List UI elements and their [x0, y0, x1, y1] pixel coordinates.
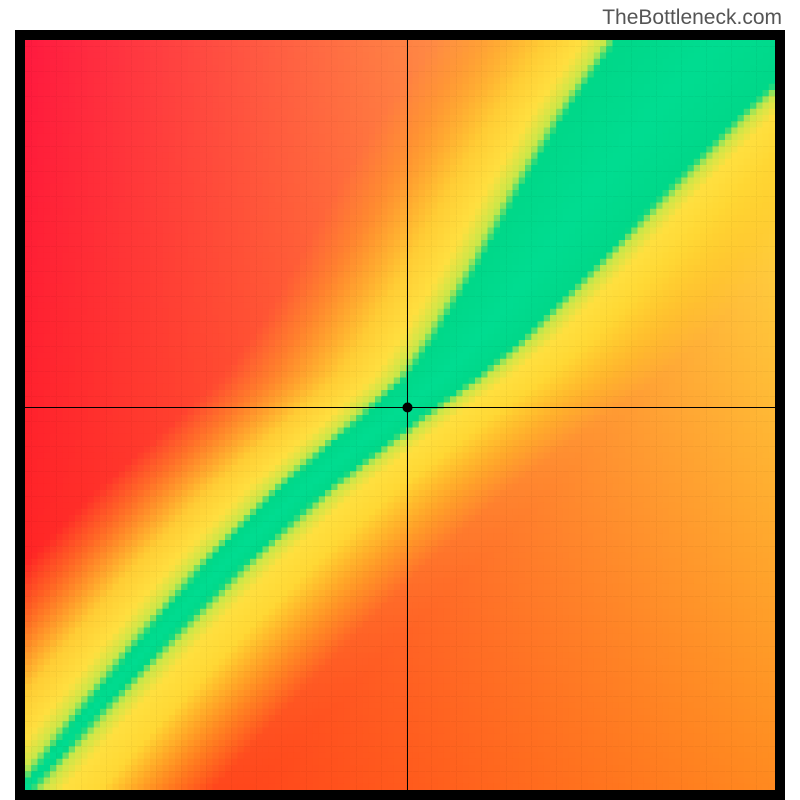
- bottleneck-heatmap: [15, 30, 785, 800]
- heatmap-canvas: [15, 30, 785, 800]
- watermark-text: TheBottleneck.com: [602, 6, 782, 30]
